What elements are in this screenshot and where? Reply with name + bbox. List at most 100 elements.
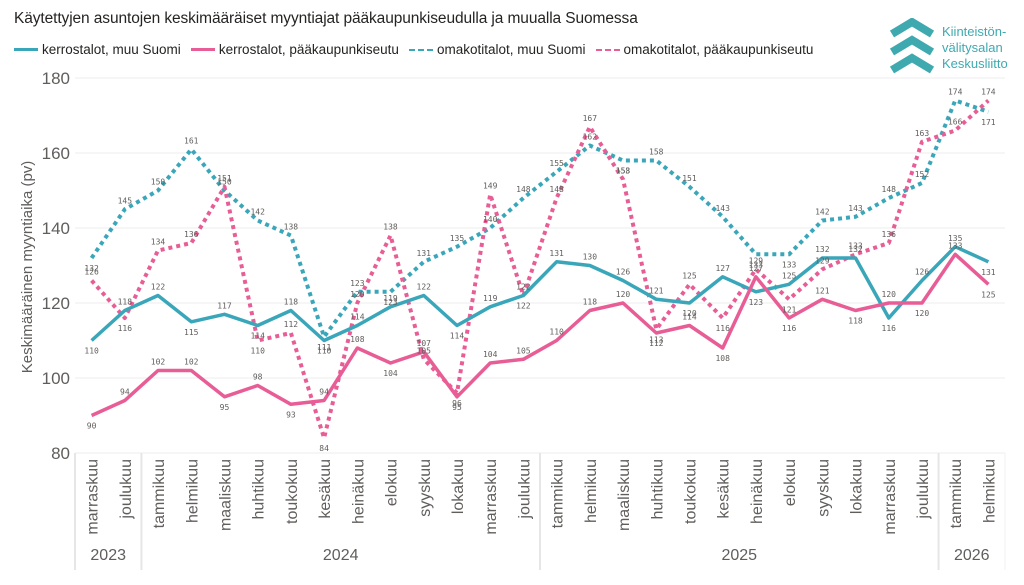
legend-item-kerrostalot-muu-suomi[interactable]: kerrostalot, muu Suomi: [14, 42, 181, 57]
chevron-stack-icon: [889, 17, 935, 74]
series-lines: [89, 98, 990, 440]
data-labels: 1101181221151171141181101141191221141191…: [84, 88, 995, 454]
data-label: 104: [383, 369, 398, 378]
data-label: 118: [583, 298, 598, 307]
legend-item-omakotitalot-paakaupunkiseutu[interactable]: omakotitalot, pääkaupunkiseutu: [595, 42, 814, 57]
x-tick-label: lokakuu: [849, 459, 866, 514]
x-tick-label: lokakuu: [450, 459, 467, 514]
legend-swatch-solid-pink: [190, 48, 215, 51]
data-label: 104: [483, 350, 498, 359]
data-label: 132: [815, 245, 830, 254]
y-axis: 80 100 120 140 160 180: [42, 69, 70, 463]
x-tick-label: elokuu: [782, 459, 799, 506]
data-label: 119: [383, 294, 398, 303]
data-label: 84: [319, 444, 329, 453]
data-label: 133: [848, 241, 863, 250]
data-label: 94: [120, 388, 130, 397]
data-label: 114: [350, 313, 365, 322]
data-label: 149: [483, 181, 498, 190]
data-label: 120: [682, 309, 697, 318]
data-label: 132: [84, 264, 99, 273]
data-label: 136: [882, 230, 897, 239]
data-label: 130: [583, 253, 598, 262]
x-tick-label: heinäkuu: [350, 459, 367, 524]
data-label: 133: [948, 241, 963, 250]
legend-label: omakotitalot, pääkaupunkiseutu: [623, 42, 814, 57]
data-label: 117: [217, 301, 232, 310]
x-tick-label: marraskuu: [85, 459, 102, 535]
data-label: 110: [549, 328, 564, 337]
x-tick-label: tammikuu: [550, 459, 567, 528]
data-label: 122: [417, 283, 432, 292]
series-line-0: [90, 244, 990, 343]
data-label: 140: [483, 215, 498, 224]
data-label: 136: [184, 230, 199, 239]
x-tick-label: tammikuu: [948, 459, 965, 528]
x-tick-label: marraskuu: [483, 459, 500, 535]
data-label: 142: [815, 208, 830, 217]
data-label: 116: [882, 324, 897, 333]
data-label: 125: [981, 290, 996, 299]
data-label: 153: [616, 166, 631, 175]
x-tick-label: tammikuu: [151, 459, 168, 528]
x-tick-label: helmikuu: [583, 459, 600, 523]
x-tick-label: joulukuu: [915, 459, 932, 520]
data-label: 125: [682, 271, 697, 280]
data-label: 132: [848, 245, 863, 254]
data-label: 105: [516, 346, 531, 355]
data-label: 120: [350, 290, 365, 299]
year-label: 2026: [954, 547, 990, 564]
data-label: 133: [749, 260, 764, 269]
data-label: 112: [649, 339, 664, 348]
kvkl-logo: Kiinteistön- välitysalan Keskusliitto: [886, 17, 1020, 78]
legend-item-kerrostalot-paakaupunkiseutu[interactable]: kerrostalot, pääkaupunkiseutu: [190, 42, 399, 57]
data-label: 133: [782, 260, 797, 269]
x-axis: marraskuu joulukuu tammikuu helmikuu maalisk…: [74, 453, 1006, 570]
data-label: 112: [284, 320, 299, 329]
data-label: 116: [715, 324, 730, 333]
data-label: 121: [815, 286, 830, 295]
data-label: 96: [452, 399, 462, 408]
x-tick-label: maaliskuu: [616, 459, 633, 531]
y-axis-title: Keskimääräinen myyntiaika (pv): [19, 161, 36, 374]
x-tick-label: marraskuu: [882, 459, 899, 535]
data-label: 120: [616, 290, 631, 299]
data-label: 119: [483, 294, 498, 303]
data-label: 158: [649, 148, 664, 157]
data-label: 155: [549, 159, 564, 168]
x-tick-label: toukokuu: [284, 459, 301, 524]
logo-line: välitysalan: [942, 40, 1003, 55]
data-label: 138: [284, 223, 299, 232]
data-label: 102: [184, 358, 199, 367]
x-tick-label: joulukuu: [118, 459, 135, 520]
series-line-1: [90, 252, 990, 418]
data-label: 95: [220, 403, 230, 412]
legend-swatch-dotted-pink: [595, 48, 620, 51]
data-label: 122: [516, 283, 531, 292]
data-label: 111: [317, 343, 332, 352]
legend-item-omakotitalot-muu-suomi[interactable]: omakotitalot, muu Suomi: [408, 42, 586, 57]
data-label: 118: [848, 317, 863, 326]
x-tick-label: syyskuu: [417, 459, 434, 517]
x-tick-label: kesäkuu: [716, 459, 733, 519]
data-label: 126: [84, 268, 99, 277]
data-label: 135: [948, 234, 963, 243]
data-label: 122: [516, 302, 531, 311]
data-label: 118: [118, 298, 133, 307]
data-label: 167: [583, 114, 598, 123]
data-label: 143: [715, 204, 730, 213]
data-label: 134: [151, 238, 166, 247]
x-tick-label: kesäkuu: [317, 459, 334, 519]
data-label: 148: [549, 185, 564, 194]
data-label: 113: [649, 335, 664, 344]
data-label: 90: [87, 422, 97, 431]
data-label: 163: [915, 129, 930, 138]
data-label: 129: [749, 256, 764, 265]
y-tick-label: 120: [42, 294, 70, 313]
data-label: 116: [782, 324, 797, 333]
data-label: 123: [749, 298, 764, 307]
data-label: 121: [782, 305, 797, 314]
data-label: 122: [151, 283, 166, 292]
data-label: 114: [450, 332, 465, 341]
